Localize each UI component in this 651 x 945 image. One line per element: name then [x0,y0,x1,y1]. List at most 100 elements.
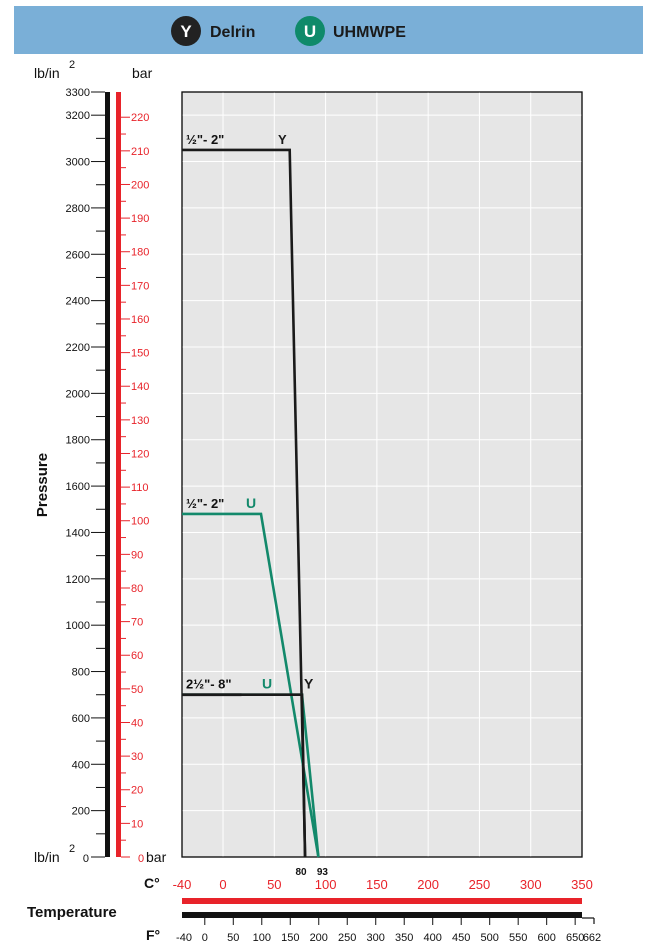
bar-tick-label: 20 [131,785,143,797]
bar-tick-label: 50 [131,684,143,696]
celsius-tick-label: 300 [520,877,542,892]
bar-tick-label: 140 [131,381,149,393]
psi-tick-label: 3000 [66,157,90,169]
series-size-label: ½"- 2" [186,132,224,147]
fahrenheit-tick-label: 550 [509,932,527,944]
fahrenheit-tick-label: 300 [367,932,385,944]
celsius-marked-value: 80 [296,867,308,878]
bar-tick-label: 170 [131,280,149,292]
bar-axis-bar [116,92,121,857]
celsius-tick-label: 150 [366,877,388,892]
legend-item-delrin: Y Delrin [171,16,255,46]
psi-unit-bottom-exponent: 2 [69,843,75,855]
bar-tick-label: 100 [131,516,149,528]
psi-tick-label: 2800 [66,203,90,215]
celsius-tick-label: 250 [469,877,491,892]
fahrenheit-tick-label: 400 [424,932,442,944]
bar-tick-label: 190 [131,213,149,225]
series-line [182,148,307,858]
bar-tick-label: 210 [131,146,149,158]
fahrenheit-unit: F° [146,927,160,943]
bar-tick-label: 200 [131,179,149,191]
psi-tick-label: 3300 [66,87,90,99]
plot-area [181,91,583,858]
psi-tick-label: 1000 [66,620,90,632]
fahrenheit-tick-label: 250 [338,932,356,944]
psi-tick-label: 2400 [66,296,90,308]
celsius-unit: C° [144,875,160,891]
psi-unit-top-exponent: 2 [69,59,75,71]
psi-tick-label: 2600 [66,249,90,261]
bar-tick-label: 0 [138,853,144,865]
bar-tick-label: 180 [131,247,149,259]
fahrenheit-axis-bar [182,912,582,918]
fahrenheit-tick-label: 500 [481,932,499,944]
fahrenheit-tick-label: 200 [310,932,328,944]
psi-unit-bottom: lb/in [34,849,60,865]
fahrenheit-tick-label: 100 [253,932,271,944]
psi-tick-label: 1200 [66,574,90,586]
celsius-tick-label: 200 [417,877,439,892]
psi-tick-label: 1600 [66,481,90,493]
fahrenheit-tick-label: 150 [281,932,299,944]
psi-axis-bar [105,92,110,857]
celsius-tick-label: 0 [219,877,226,892]
psi-tick-label: 600 [72,713,90,725]
fahrenheit-tick-label: 0 [202,932,208,944]
psi-tick-label: 400 [72,759,90,771]
psi-tick-label: 0 [83,853,89,865]
bar-tick-label: 40 [131,717,143,729]
bar-tick-label: 150 [131,348,149,360]
legend-background [14,6,643,54]
bar-tick-label: 60 [131,650,143,662]
series-size-label: 2½"- 8" [186,677,232,692]
bar-tick-label: 160 [131,314,149,326]
bar-tick-label: 220 [131,112,149,124]
legend-bar: Y Delrin U UHMWPE [14,6,643,54]
psi-tick-label: 1800 [66,435,90,447]
bar-tick-label: 110 [131,482,149,494]
series-line [182,512,320,858]
bar-tick-label: 10 [131,818,143,830]
celsius-tick-label: 100 [315,877,337,892]
fahrenheit-tick-label: 662 [583,932,601,944]
delrin-badge-icon [171,16,201,46]
psi-tick-label: 800 [72,667,90,679]
fahrenheit-tick-label: -40 [176,932,192,944]
bar-tick-label: 130 [131,415,149,427]
bar-tick-label: 70 [131,617,143,629]
series-marker-label: U [262,676,272,692]
series-marker-label: Y [278,132,287,147]
bar-tick-label: 90 [131,549,143,561]
bar-unit-top: bar [132,65,153,81]
fahrenheit-tick-label: 600 [537,932,555,944]
series-size-label: ½"- 2" [186,496,224,511]
uhmwpe-badge-letter: U [304,22,316,41]
fahrenheit-tick-label: 350 [395,932,413,944]
plot-border [181,91,583,858]
legend-label-uhmwpe: UHMWPE [333,24,406,41]
psi-tick-label: 1400 [66,527,90,539]
celsius-axis-bar [182,898,582,904]
celsius-tick-label: 50 [267,877,281,892]
x-axis-title: Temperature [27,904,117,921]
fahrenheit-tick-label: 450 [452,932,470,944]
celsius-tick-label: -40 [173,877,192,892]
psi-tick-label: 200 [72,806,90,818]
legend-label-delrin: Delrin [210,24,255,41]
bar-tick-label: 30 [131,751,143,763]
celsius-tick-label: 350 [571,877,593,892]
bar-unit-bottom: bar [146,849,167,865]
celsius-marked-value: 93 [317,867,329,878]
bar-tick-label: 80 [131,583,143,595]
series-marker-label: Y [304,676,314,692]
uhmwpe-badge-icon [295,16,325,46]
y-axis-title: Pressure [34,453,51,517]
series-marker-label: U [246,495,256,511]
psi-tick-label: 2200 [66,342,90,354]
bar-tick-label: 120 [131,448,149,460]
fahrenheit-tick-label: 650 [566,932,584,944]
legend-item-uhmwpe: U UHMWPE [295,16,406,46]
psi-tick-label: 3200 [66,110,90,122]
